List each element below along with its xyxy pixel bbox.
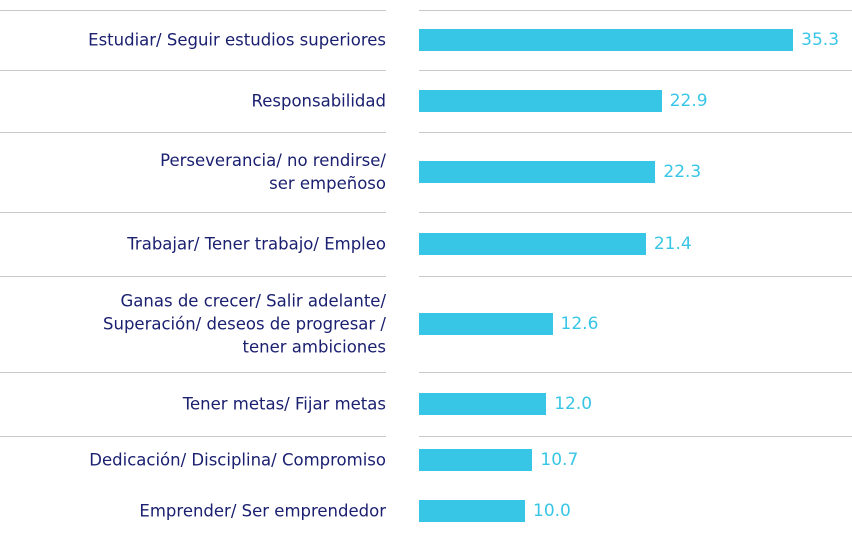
row-separator (0, 132, 386, 133)
row-separator (0, 212, 386, 213)
category-label: Ganas de crecer/ Salir adelante/ Superac… (103, 291, 386, 357)
value-label: 21.4 (653, 234, 692, 254)
value-label: 22.3 (663, 162, 702, 182)
category-label: Estudiar/ Seguir estudios superiores (88, 30, 386, 50)
row-separator (419, 70, 852, 71)
bar (419, 90, 662, 112)
category-label: Responsabilidad (251, 91, 387, 111)
row-separator (419, 436, 852, 437)
bar (419, 233, 646, 255)
value-label: 12.6 (560, 314, 599, 334)
value-label: 22.9 (669, 91, 708, 111)
row-separator (0, 372, 386, 373)
row-separator (419, 132, 852, 133)
bar (419, 313, 553, 335)
bar (419, 393, 547, 415)
category-label: Trabajar/ Tener trabajo/ Empleo (127, 234, 386, 254)
value-label: 12.0 (554, 394, 593, 414)
value-label: 35.3 (801, 30, 840, 50)
row-separator (419, 372, 852, 373)
row-separator (419, 10, 852, 11)
row-separator (0, 70, 386, 71)
category-label: Perseverancia/ no rendirse/ ser empeñoso (160, 151, 386, 193)
row-separator (0, 10, 386, 11)
bar (419, 500, 525, 522)
row-separator (419, 276, 852, 277)
value-label: 10.7 (540, 450, 579, 470)
row-separator (0, 436, 386, 437)
category-label: Dedicación/ Disciplina/ Compromiso (89, 450, 386, 470)
row-separator (419, 212, 852, 213)
row-separator (0, 276, 386, 277)
bar (419, 161, 656, 183)
bar (419, 29, 794, 51)
category-label: Tener metas/ Fijar metas (182, 394, 386, 414)
category-label: Emprender/ Ser emprendedor (139, 501, 386, 521)
bar (419, 449, 533, 471)
value-label: 10.0 (533, 501, 571, 521)
